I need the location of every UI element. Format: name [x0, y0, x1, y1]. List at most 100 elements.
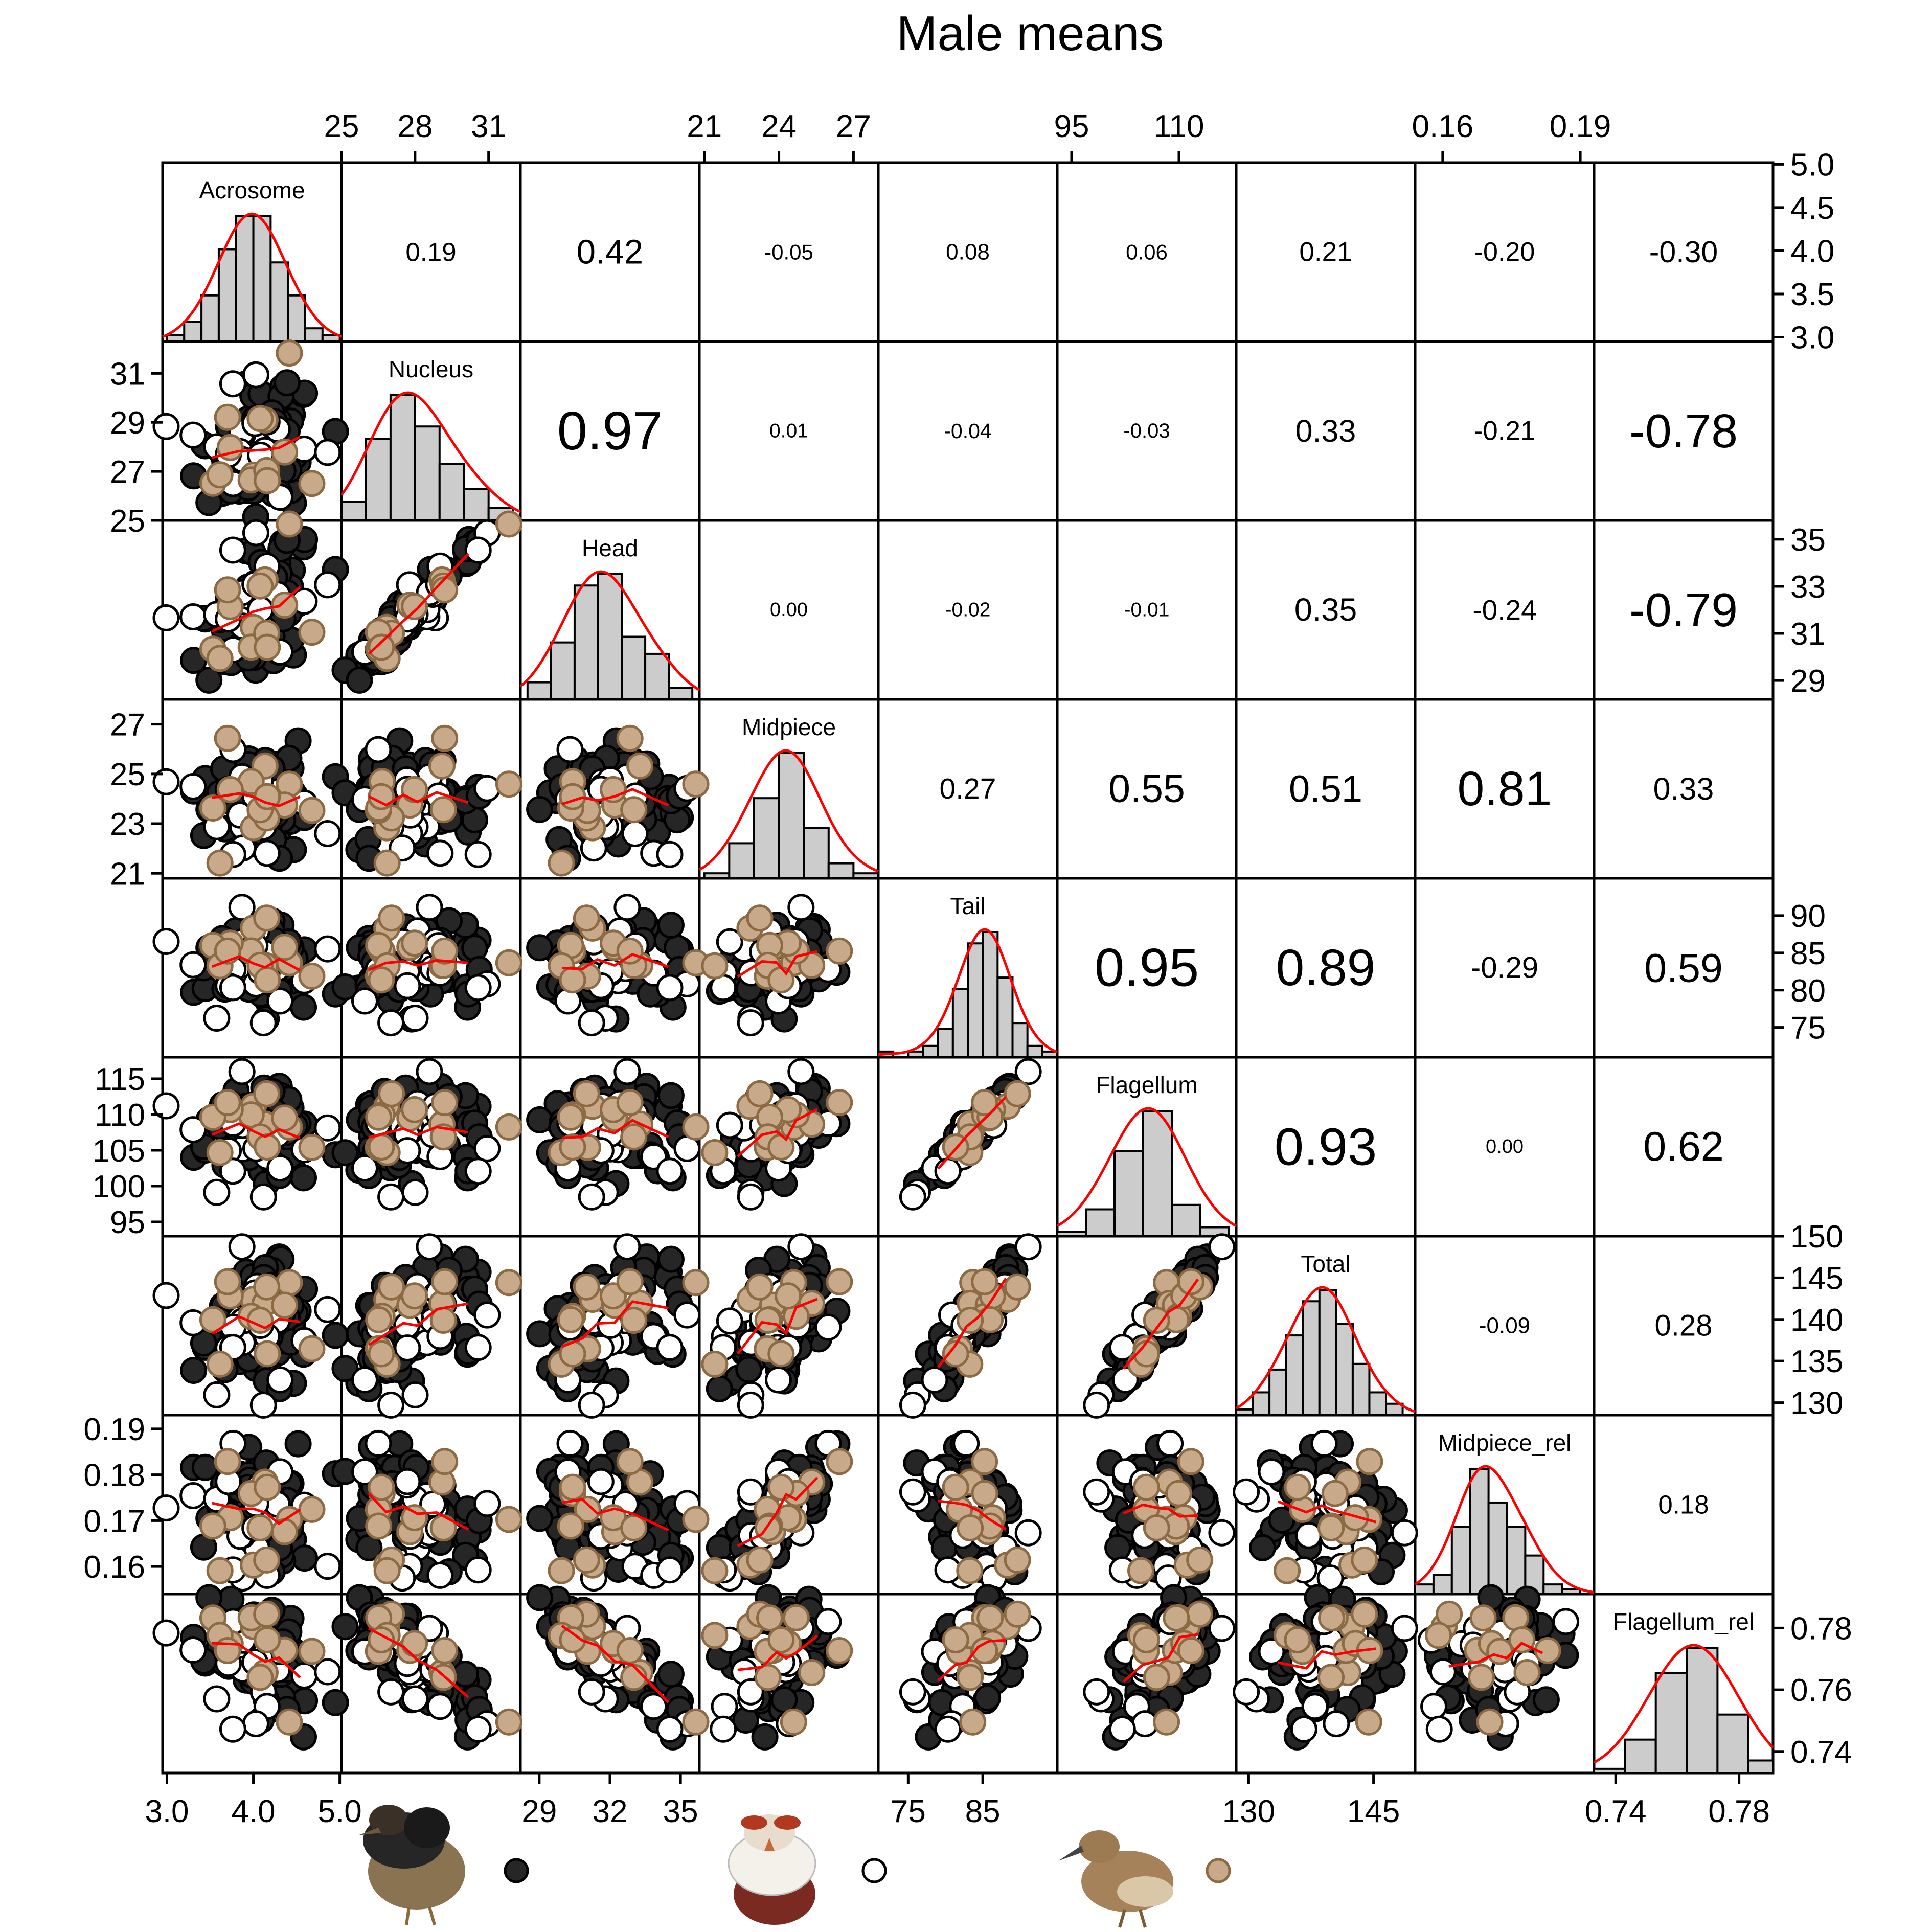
- scatter-panel-midpiece-rel-vs-nucleus: [331, 1429, 522, 1592]
- data-point: [1284, 1473, 1311, 1501]
- histogram-bar-tail: [922, 1044, 939, 1059]
- data-point: [401, 1005, 429, 1032]
- correlation-head-midpiece-rel: -0.24: [1472, 594, 1536, 626]
- data-point: [365, 1306, 393, 1333]
- smooth-line: [368, 1627, 469, 1698]
- data-point: [291, 1544, 319, 1572]
- data-point: [401, 1381, 429, 1408]
- data-point: [322, 1689, 349, 1716]
- right-axis-tick-label: 0.74: [1790, 1735, 1852, 1770]
- data-point: [368, 1626, 395, 1654]
- data-point: [934, 1715, 962, 1743]
- histogram-bar-midpiece-rel: [1561, 1588, 1582, 1595]
- data-point: [548, 1557, 575, 1584]
- correlation-head-tail: -0.02: [945, 599, 991, 621]
- data-point: [373, 849, 401, 877]
- data-point: [431, 1089, 459, 1117]
- histogram-bar-flagellum: [1113, 1150, 1144, 1237]
- histogram-bar-midpiece: [778, 752, 805, 879]
- data-point: [203, 1685, 231, 1713]
- data-point: [377, 1678, 405, 1706]
- data-point: [673, 1301, 701, 1329]
- histogram-bar-total: [1368, 1391, 1388, 1417]
- data-point: [276, 1269, 303, 1297]
- data-point: [195, 666, 223, 694]
- data-point: [426, 839, 454, 867]
- histogram-bar-acrosome: [217, 248, 237, 343]
- histogram-bar-flagellum-rel: [1686, 1647, 1719, 1774]
- histogram-bar-midpiece-rel: [1469, 1468, 1490, 1595]
- data-point: [401, 593, 428, 620]
- data-point: [826, 937, 853, 965]
- data-point: [253, 1080, 281, 1107]
- data-point: [228, 1058, 256, 1085]
- data-point: [1143, 1514, 1170, 1542]
- data-point: [767, 966, 795, 994]
- histogram-bar-flagellum: [1171, 1203, 1201, 1237]
- data-point: [314, 1295, 342, 1323]
- data-point: [298, 1638, 326, 1665]
- data-point: [152, 1494, 180, 1522]
- correlation-tail-flagellum-rel: 0.59: [1644, 945, 1723, 991]
- histogram-bar-total: [1351, 1362, 1371, 1416]
- correlation-midpiece-midpiece-rel: 0.81: [1458, 762, 1552, 816]
- right-axis-tick-label: 29: [1790, 664, 1826, 699]
- data-point: [957, 1307, 984, 1334]
- histogram-bar-acrosome: [235, 215, 255, 343]
- left-axis-tick-label: 110: [95, 1098, 145, 1133]
- smooth-line: [211, 1315, 301, 1335]
- scatter-panel-total-vs-tail: [899, 1233, 1042, 1419]
- bottom-axis-tick-label: 130: [1222, 1794, 1275, 1829]
- histogram-bar-flagellum-rel: [1624, 1738, 1657, 1775]
- right-axis-tick-label: 80: [1790, 973, 1826, 1009]
- correlation-acrosome-nucleus: 0.19: [405, 238, 456, 267]
- data-point: [495, 949, 522, 976]
- histogram-bar-acrosome: [321, 334, 341, 343]
- right-axis-tick-label: 90: [1790, 899, 1826, 934]
- white-ruff-bird-illustration: [728, 1814, 816, 1925]
- histogram-bar-tail: [907, 1050, 924, 1058]
- data-point: [1469, 1604, 1497, 1632]
- data-point: [473, 775, 501, 802]
- data-point: [351, 1458, 378, 1486]
- data-point: [782, 1604, 810, 1631]
- bottom-axis-tick-label: 5.0: [318, 1794, 362, 1829]
- data-point: [365, 1103, 393, 1131]
- data-point: [756, 1604, 783, 1632]
- data-point: [1317, 1664, 1345, 1691]
- data-point: [737, 1678, 764, 1706]
- left-axis-tick-label: 0.16: [83, 1550, 145, 1585]
- scatter-panel-nucleus-vs-acrosome: [152, 339, 349, 531]
- smooth-line: [737, 950, 818, 978]
- scatter-panel-midpiece-vs-nucleus: [331, 724, 522, 877]
- data-point: [767, 1340, 795, 1368]
- variable-label-flagellum: Flagellum: [1096, 1072, 1197, 1098]
- smooth-line: [1122, 1278, 1199, 1370]
- smooth-line: [938, 1499, 1007, 1531]
- data-point: [737, 1009, 764, 1037]
- data-point: [559, 966, 586, 994]
- density-curve-flagellum-rel: [1593, 1644, 1774, 1764]
- variable-label-acrosome: Acrosome: [199, 177, 305, 203]
- correlation-total-midpiece-rel: -0.09: [1479, 1313, 1530, 1338]
- data-point: [616, 1268, 644, 1295]
- data-point: [1476, 1708, 1504, 1736]
- data-point: [266, 1366, 294, 1394]
- data-point: [616, 724, 644, 752]
- top-axis-tick-label: 95: [1054, 109, 1089, 144]
- data-point: [206, 1557, 234, 1584]
- data-point: [401, 929, 428, 957]
- data-point: [426, 1561, 454, 1589]
- data-point: [1177, 1268, 1204, 1295]
- data-point: [431, 1448, 459, 1475]
- right-axis-tick-label: 135: [1790, 1344, 1843, 1379]
- histogram-bar-flagellum: [1085, 1208, 1116, 1237]
- histogram-bar-acrosome: [269, 261, 289, 343]
- data-point: [942, 1626, 969, 1654]
- smooth-line: [737, 1634, 819, 1671]
- data-point: [1284, 1626, 1311, 1654]
- data-point: [548, 849, 575, 877]
- correlation-acrosome-head: 0.42: [577, 233, 643, 271]
- data-point: [152, 1619, 180, 1647]
